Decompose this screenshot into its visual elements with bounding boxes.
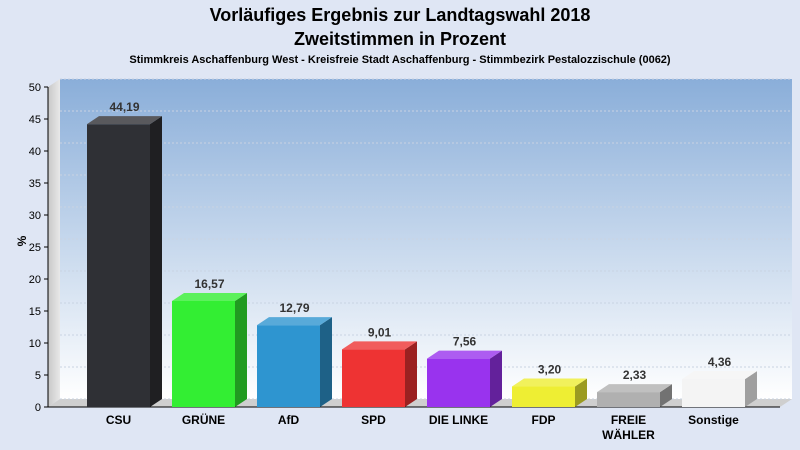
y-tick-label: 45 xyxy=(29,114,41,126)
bar-front xyxy=(172,300,235,407)
side-wall xyxy=(48,79,60,407)
bar-fdp: 3,20 xyxy=(512,363,587,407)
bar-top xyxy=(682,371,757,380)
value-label: 44,19 xyxy=(109,100,139,114)
bar-grüne: 16,57 xyxy=(172,277,247,407)
y-tick-label: 50 xyxy=(29,82,41,94)
y-tick-label: 0 xyxy=(35,402,41,414)
category-label: AfD xyxy=(278,413,300,427)
value-label: 16,57 xyxy=(194,277,224,291)
bar-side xyxy=(490,350,502,407)
category-label: DIE LINKE xyxy=(429,413,488,427)
bar-die-linke: 7,56 xyxy=(427,335,502,407)
bar-sonstige: 4,36 xyxy=(682,355,757,407)
y-axis: 0 5 10 15 20 25 30 35 40 45 50 xyxy=(29,82,780,414)
bar-front xyxy=(597,392,660,407)
value-label: 12,79 xyxy=(279,301,309,315)
y-axis-label: % xyxy=(15,235,29,246)
bar-side xyxy=(745,371,757,407)
value-label: 7,56 xyxy=(453,335,477,349)
bar-afd: 12,79 xyxy=(257,301,332,407)
y-tick-label: 35 xyxy=(29,178,41,190)
bar-top xyxy=(427,350,502,359)
bar-front xyxy=(512,386,575,407)
category-label: FDP xyxy=(532,413,556,427)
bar-freie-wähler: 2,33 xyxy=(597,368,672,407)
bar-side xyxy=(660,384,672,407)
bar-top xyxy=(87,116,162,125)
bar-side xyxy=(235,292,247,407)
bar-side xyxy=(150,116,162,408)
y-tick-label: 30 xyxy=(29,210,41,222)
chart-title: Vorläufiges Ergebnis zur Landtagswahl 20… xyxy=(209,5,591,25)
category-label: SPD xyxy=(361,413,386,427)
bar-spd: 9,01 xyxy=(342,325,417,407)
bar-top xyxy=(597,384,672,393)
bars: 44,19 16,57 12,79 9,01 7,56 3,20 2,33 4,36 xyxy=(87,100,757,408)
y-tick-label: 20 xyxy=(29,274,41,286)
bar-side xyxy=(320,317,332,407)
y-tick-label: 10 xyxy=(29,338,41,350)
bar-top xyxy=(342,341,417,350)
y-tick-label: 40 xyxy=(29,146,41,158)
bar-top xyxy=(257,317,332,326)
bar-side xyxy=(405,341,417,407)
y-tick-label: 5 xyxy=(35,370,41,382)
bar-side xyxy=(575,378,587,407)
category-label: CSU xyxy=(106,413,131,427)
bar-csu: 44,19 xyxy=(87,100,162,408)
bar-front xyxy=(427,358,490,407)
value-label: 9,01 xyxy=(368,325,392,339)
value-label: 4,36 xyxy=(708,355,732,369)
category-label: FREIE WÄHLER xyxy=(602,413,655,442)
chart-subtitle: Zweitstimmen in Prozent xyxy=(293,29,507,49)
y-tick-label: 25 xyxy=(29,242,41,254)
bar-front xyxy=(342,349,405,407)
y-tick-label: 15 xyxy=(29,306,41,318)
category-labels: CSU GRÜNE AfD SPD DIE LINKE FDP FREIE WÄHLER Son… xyxy=(106,412,739,442)
bar-top xyxy=(512,378,587,387)
bar-front xyxy=(257,325,320,407)
category-label: Sonstige xyxy=(688,413,739,427)
value-label: 2,33 xyxy=(623,368,647,382)
bar-front xyxy=(682,379,745,407)
bar-top xyxy=(172,292,247,301)
bar-front xyxy=(87,124,150,408)
category-label: GRÜNE xyxy=(182,412,225,427)
value-label: 3,20 xyxy=(538,363,562,377)
chart-district: Stimmkreis Aschaffenburg West - Kreisfre… xyxy=(129,54,671,66)
